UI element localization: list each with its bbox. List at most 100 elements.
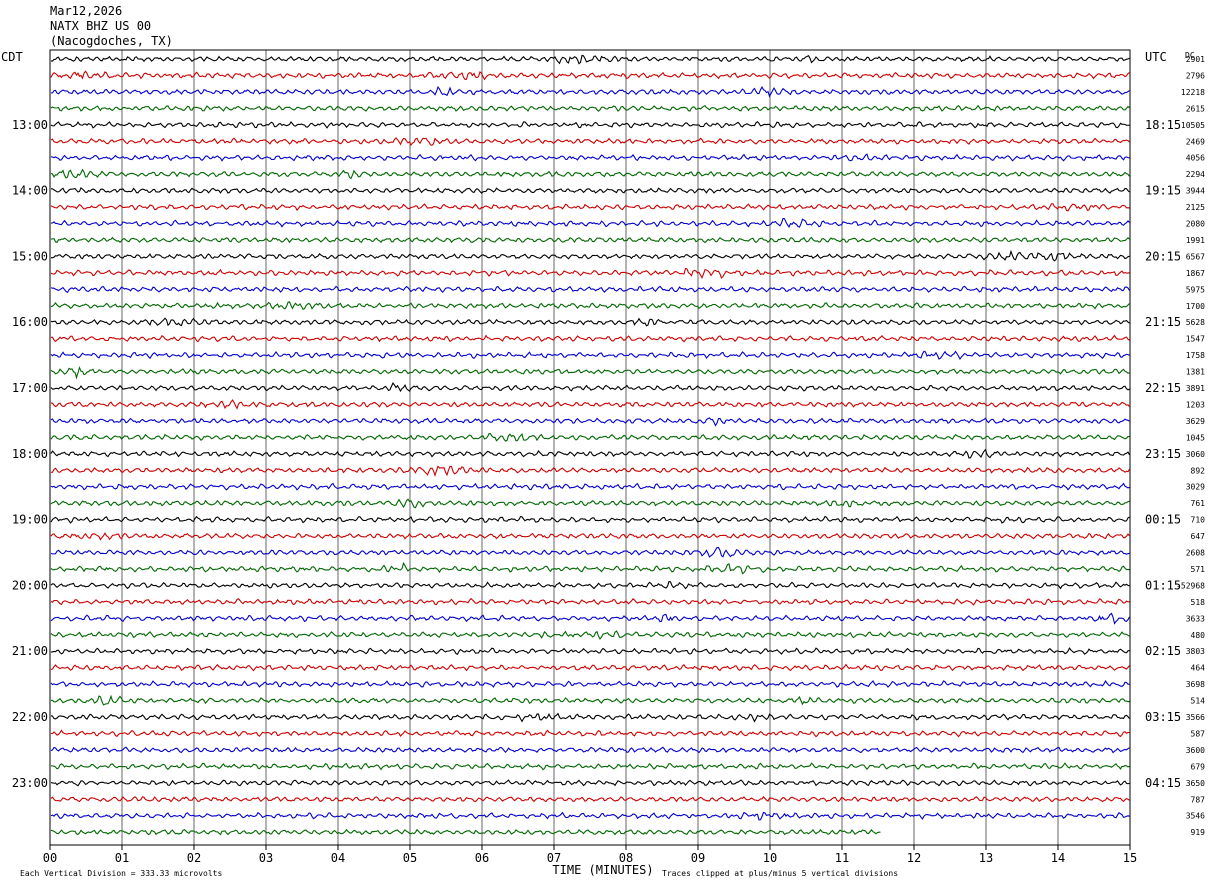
cdt-hour-label: 18:00 (12, 447, 48, 461)
x-tick-label: 07 (547, 851, 561, 865)
dc-offset-label: 10505 (1181, 121, 1205, 130)
dc-offset-label: 1758 (1186, 351, 1205, 360)
trace-line (50, 186, 1130, 194)
trace-line (50, 70, 1130, 81)
trace-line (51, 694, 1130, 706)
dc-offset-label: 3650 (1186, 779, 1205, 788)
trace-line (50, 762, 1130, 771)
utc-hour-label: 03:15 (1145, 710, 1181, 724)
dc-offset-label: 571 (1191, 565, 1206, 574)
cdt-hour-label: 15:00 (12, 249, 48, 263)
dc-offset-label: 3546 (1186, 812, 1205, 821)
cdt-hour-label: 13:00 (12, 118, 48, 132)
x-tick-label: 00 (43, 851, 57, 865)
trace-line (50, 546, 1130, 558)
x-tick-label: 06 (475, 851, 489, 865)
cdt-hour-label: 22:00 (12, 710, 48, 724)
trace-line (50, 104, 1130, 112)
dc-offset-label: 3566 (1186, 713, 1205, 722)
cdt-hour-label: 23:00 (12, 776, 48, 790)
trace-line (50, 267, 1130, 280)
trace-line (50, 249, 1130, 262)
dc-offset-label: 5975 (1186, 285, 1205, 294)
dc-offset-label: 1203 (1186, 400, 1205, 409)
dc-offset-label: 3944 (1186, 187, 1205, 196)
dc-offset-label: 514 (1191, 697, 1206, 706)
trace-line (50, 580, 1130, 590)
cdt-hour-label: 16:00 (12, 315, 48, 329)
dc-offset-label: 3600 (1186, 746, 1205, 755)
utc-hour-label: 02:15 (1145, 644, 1181, 658)
dc-offset-label: 647 (1191, 532, 1206, 541)
trace-line (50, 382, 1130, 393)
dc-offset-label: 1867 (1186, 269, 1205, 278)
trace-line (50, 630, 1130, 640)
trace-line (50, 795, 1130, 803)
x-tick-label: 01 (115, 851, 129, 865)
trace-line (50, 811, 1130, 821)
trace-line (50, 448, 1130, 459)
trace-line (50, 153, 1130, 162)
trace-line (50, 828, 881, 836)
dc-offset-label: 2901 (1186, 55, 1205, 64)
trace-line (50, 85, 1130, 98)
seismic-traces (50, 54, 1130, 836)
header-station: NATX BHZ US 00 (50, 19, 152, 33)
trace-line (50, 561, 1130, 575)
dc-offset-label: 679 (1191, 762, 1206, 771)
trace-line (50, 217, 1130, 228)
utc-hour-label: 18:15 (1145, 118, 1181, 132)
trace-line (50, 679, 1130, 689)
trace-line (50, 597, 1130, 606)
trace-line (50, 334, 1130, 343)
dc-offset-label: 518 (1191, 598, 1206, 607)
x-tick-label: 13 (979, 851, 993, 865)
dc-offset-label: 919 (1191, 828, 1206, 837)
utc-hour-label: 19:15 (1145, 184, 1181, 198)
dc-offset-label: 3803 (1186, 647, 1205, 656)
dc-offset-label: 3029 (1186, 483, 1205, 492)
trace-line (50, 433, 1130, 442)
trace-line (50, 168, 1130, 180)
x-tick-label: 02 (187, 851, 201, 865)
dc-offset-label: -52968 (1176, 581, 1205, 590)
trace-line (50, 301, 1130, 311)
x-tick-label: 11 (835, 851, 849, 865)
dc-label: DC (1185, 51, 1195, 60)
axis-labels: 00 01 02 03 04 05 06 07 08 09 10 11 12 13 14 15 CDT UTC DC… (1, 50, 1205, 878)
footer-scale-note: Each Vertical Division = 333.33 microvol… (20, 869, 222, 878)
dc-offset-label: 1991 (1186, 236, 1205, 245)
dc-offset-label: 2469 (1186, 137, 1205, 146)
dc-offset-label: 3060 (1186, 450, 1205, 459)
trace-line (50, 120, 1130, 129)
trace-line (50, 54, 1130, 65)
trace-line (50, 137, 1130, 147)
x-tick-label: 08 (619, 851, 633, 865)
cdt-hour-label: 19:00 (12, 513, 48, 527)
trace-line (50, 417, 1130, 427)
dc-offset-label: 2615 (1186, 104, 1205, 113)
dc-offset-label: 12218 (1181, 88, 1205, 97)
x-tick-label: 04 (331, 851, 345, 865)
dc-offset-label: 787 (1191, 795, 1206, 804)
dc-offset-label: 2294 (1186, 170, 1205, 179)
trace-line (50, 365, 1130, 380)
dc-offset-label: 1547 (1186, 335, 1205, 344)
x-tick-label: 03 (259, 851, 273, 865)
utc-hour-label: 01:15 (1145, 578, 1181, 592)
dc-offset-label: 1045 (1186, 433, 1205, 442)
utc-axis-label: UTC (1145, 50, 1167, 64)
dc-offset-label: 464 (1191, 664, 1206, 673)
dc-offset-label: 3633 (1186, 614, 1205, 623)
trace-line (50, 729, 1130, 738)
cdt-hour-label: 20:00 (12, 578, 48, 592)
trace-line (50, 746, 1130, 754)
trace-line (50, 779, 1130, 787)
x-tick-label: 05 (403, 851, 417, 865)
dc-offset-label: 2125 (1186, 203, 1205, 212)
trace-line (50, 663, 1130, 672)
utc-hour-label: 04:15 (1145, 776, 1181, 790)
dc-offset-label: 4056 (1186, 154, 1205, 163)
trace-line (50, 236, 1130, 244)
header-date: Mar12,2026 (50, 4, 123, 18)
